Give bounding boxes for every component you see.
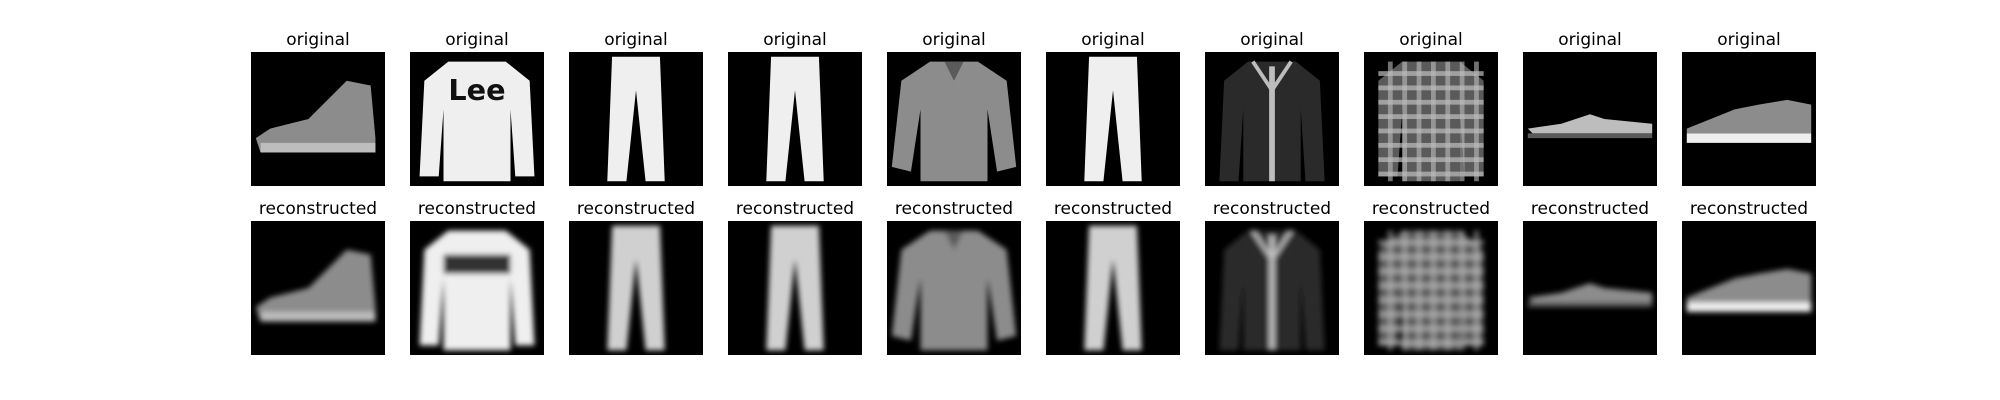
reconstructed-title: reconstructed — [735, 199, 855, 219]
original-title: original — [1081, 30, 1145, 50]
reconstructed-title: reconstructed — [1530, 199, 1650, 219]
original-image: Lee — [410, 52, 544, 186]
original-title: original — [604, 30, 668, 50]
reconstructed-title: reconstructed — [1689, 199, 1809, 219]
reconstructed-image — [569, 221, 703, 355]
original-image — [887, 52, 1021, 186]
reconstructed-image — [728, 221, 862, 355]
reconstructed-image — [1205, 221, 1339, 355]
reconstructed-image — [1523, 221, 1657, 355]
reconstructed-image — [251, 221, 385, 355]
reconstructed-title: reconstructed — [1053, 199, 1173, 219]
original-image — [1205, 52, 1339, 186]
reconstructed-title: reconstructed — [1212, 199, 1332, 219]
original-title: original — [1399, 30, 1463, 50]
reconstructed-title: reconstructed — [258, 199, 378, 219]
original-title: original — [1717, 30, 1781, 50]
original-title: original — [1240, 30, 1304, 50]
reconstructed-image — [1682, 221, 1816, 355]
reconstructed-title: reconstructed — [417, 199, 537, 219]
original-image — [728, 52, 862, 186]
reconstructed-image — [1046, 221, 1180, 355]
original-title: original — [445, 30, 509, 50]
reconstructed-title: reconstructed — [576, 199, 696, 219]
original-title: original — [1558, 30, 1622, 50]
svg-text:Lee: Lee — [448, 73, 505, 107]
reconstructed-title: reconstructed — [1371, 199, 1491, 219]
original-image — [251, 52, 385, 186]
reconstructed-image — [410, 221, 544, 355]
original-image — [1046, 52, 1180, 186]
original-image — [1523, 52, 1657, 186]
reconstructed-image — [1364, 221, 1498, 355]
original-title: original — [286, 30, 350, 50]
original-image — [569, 52, 703, 186]
reconstructed-image — [887, 221, 1021, 355]
original-image — [1682, 52, 1816, 186]
original-image — [1364, 52, 1498, 186]
original-title: original — [763, 30, 827, 50]
original-title: original — [922, 30, 986, 50]
reconstructed-title: reconstructed — [894, 199, 1014, 219]
